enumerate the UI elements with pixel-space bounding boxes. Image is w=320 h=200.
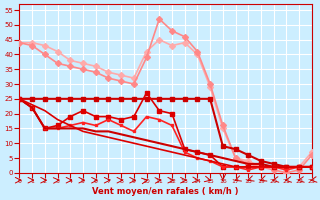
X-axis label: Vent moyen/en rafales ( km/h ): Vent moyen/en rafales ( km/h ): [92, 187, 239, 196]
